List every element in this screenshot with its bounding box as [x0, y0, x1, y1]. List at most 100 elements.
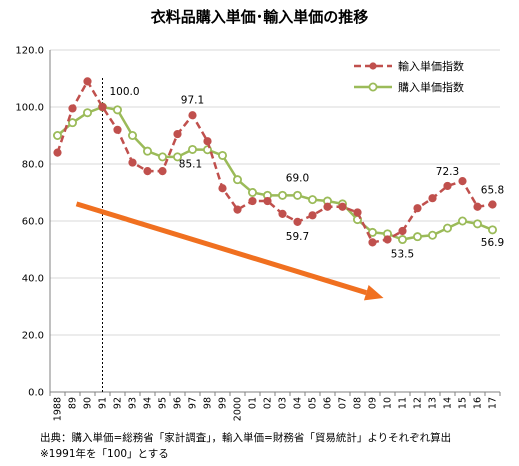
- legend-label: 輸入単価指数: [398, 59, 464, 73]
- x-tick-label: 07: [338, 397, 349, 409]
- data-label: 69.0: [286, 172, 309, 184]
- data-label: 100.0: [109, 86, 139, 98]
- source-note: 出典：購入単価=総務省「家計調査」，輸入単価=財務省「貿易統計」よりそれぞれ算出: [40, 432, 452, 444]
- data-point: [353, 208, 362, 217]
- data-point: [203, 137, 212, 146]
- data-point: [83, 108, 93, 118]
- x-tick-label: 05: [308, 397, 319, 409]
- x-tick-label: 1988: [53, 397, 64, 421]
- x-tick-label: 02: [263, 397, 274, 409]
- data-point: [487, 225, 497, 235]
- data-point: [113, 125, 122, 134]
- data-point: [277, 190, 287, 200]
- y-tick-label: 100.0: [15, 103, 44, 114]
- data-point: [232, 175, 242, 185]
- x-tick-label: 96: [173, 397, 184, 409]
- data-point: [397, 235, 407, 245]
- x-tick-label: 2000: [233, 397, 244, 421]
- legend-marker: [368, 82, 378, 92]
- data-point: [247, 187, 257, 197]
- x-tick-label: 91: [98, 397, 109, 409]
- data-point: [442, 223, 452, 233]
- chart-title: 衣料品購入単価･輸入単価の推移: [150, 8, 369, 26]
- data-point: [428, 194, 437, 203]
- x-tick-label: 09: [368, 397, 379, 409]
- data-point: [427, 230, 437, 240]
- data-point: [412, 232, 422, 242]
- x-tick-label: 89: [68, 397, 79, 409]
- data-point: [338, 202, 347, 211]
- x-tick-label: 92: [113, 397, 124, 409]
- y-tick-label: 120.0: [15, 46, 44, 57]
- data-point: [292, 190, 302, 200]
- x-tick-label: 10: [383, 397, 394, 409]
- x-tick-label: 17: [488, 397, 499, 409]
- data-point: [457, 216, 467, 226]
- data-point: [128, 158, 137, 167]
- data-point: [53, 148, 62, 157]
- x-tick-label: 01: [248, 397, 259, 409]
- data-point: [143, 167, 152, 176]
- x-tick-label: 03: [278, 397, 289, 409]
- series-lines: [53, 77, 497, 247]
- data-point: [307, 195, 317, 205]
- gridlines: [50, 49, 500, 393]
- data-point: [218, 184, 227, 193]
- data-point: [383, 235, 392, 244]
- data-point: [233, 205, 242, 214]
- data-point: [488, 200, 497, 209]
- x-tick-label: 97: [188, 397, 199, 409]
- data-point: [293, 217, 302, 226]
- data-point: [413, 204, 422, 213]
- base-year-note: ※1991年を「100」とする: [40, 448, 169, 460]
- data-label: 59.7: [286, 231, 309, 243]
- data-point: [127, 130, 137, 140]
- data-point: [263, 196, 272, 206]
- data-point: [187, 144, 197, 154]
- x-tick-label: 11: [398, 397, 409, 409]
- data-point: [443, 181, 452, 191]
- data-label: 53.5: [391, 249, 414, 261]
- x-tick-label: 15: [458, 397, 469, 409]
- data-point: [157, 152, 167, 162]
- x-tick-label: 94: [143, 397, 154, 409]
- legend-label: 購入単価指数: [398, 80, 464, 94]
- data-point: [113, 105, 123, 115]
- data-point: [472, 219, 482, 229]
- data-point: [68, 104, 77, 113]
- data-point: [398, 226, 407, 236]
- data-point: [278, 209, 287, 218]
- data-point: [172, 152, 182, 162]
- x-tick-label: 08: [353, 397, 364, 409]
- data-labels: 100.0 97.1 85.1 69.0 59.7 53.5 72.3 65.8 56.9: [109, 86, 504, 261]
- trend-arrow-head: [363, 285, 384, 301]
- data-point: [83, 77, 92, 86]
- trend-arrow-shaft: [75, 201, 368, 296]
- data-point: [53, 130, 63, 140]
- data-label: 85.1: [179, 158, 202, 170]
- y-tick-label: 40.0: [22, 274, 44, 285]
- x-tick-label: 04: [293, 397, 304, 409]
- x-tick-label: 06: [323, 397, 334, 409]
- data-label: 97.1: [181, 94, 204, 106]
- data-point: [68, 118, 78, 128]
- x-tick-label: 16: [473, 397, 484, 409]
- data-point: [158, 167, 167, 176]
- trend-arrow: [75, 201, 384, 301]
- data-point: [217, 150, 227, 160]
- y-tick-label: 60.0: [22, 217, 44, 228]
- x-tick-label: 12: [413, 397, 424, 409]
- data-point: [98, 102, 107, 112]
- data-point: [308, 211, 317, 220]
- x-tick-label: 98: [203, 397, 214, 409]
- data-point: [173, 129, 182, 139]
- y-tick-label: 80.0: [22, 160, 44, 171]
- data-point: [188, 111, 197, 120]
- x-tick-label: 14: [443, 397, 454, 409]
- data-point: [323, 202, 332, 211]
- data-point: [473, 202, 482, 211]
- y-tick-label: 20.0: [22, 331, 44, 342]
- x-tick-label: 93: [128, 397, 139, 409]
